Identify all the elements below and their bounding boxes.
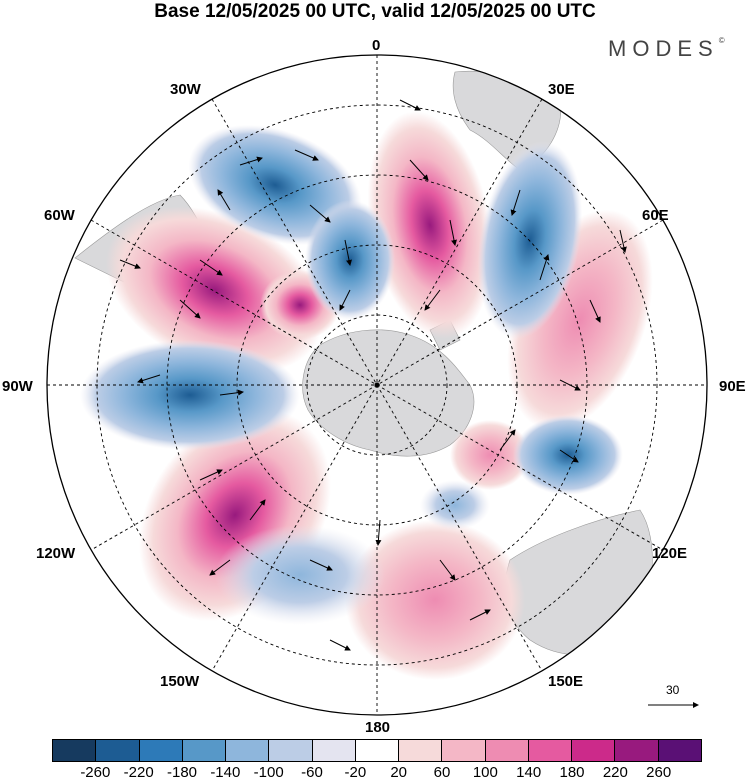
colorbar-segment — [355, 740, 400, 761]
anomaly-negative — [420, 480, 490, 530]
lon-label-30w: 30W — [170, 81, 201, 98]
wind-arrow — [199, 469, 223, 481]
anomaly-field — [80, 111, 653, 680]
colorbar-segment — [658, 740, 701, 761]
colorbar — [52, 739, 702, 762]
colorbar-segment — [615, 740, 659, 761]
wind-arrow — [439, 559, 456, 581]
map-border — [46, 54, 708, 716]
lon-label-0: 0 — [372, 37, 381, 54]
anomaly-negative — [80, 340, 300, 450]
wind-arrow — [409, 159, 429, 181]
wind-vectors — [119, 99, 627, 651]
lon-label-90e: 90E — [719, 378, 746, 395]
colorbar-tick-label: 60 — [433, 764, 451, 781]
colorbar-segment — [269, 740, 313, 761]
colorbar-tick-label: -60 — [301, 764, 323, 781]
wind-arrow — [399, 99, 421, 111]
anomaly-positive — [345, 520, 525, 680]
wind-arrow — [339, 289, 351, 311]
colorbar-segment — [528, 740, 573, 761]
wind-arrow — [217, 189, 231, 211]
colorbar-segment — [182, 740, 227, 761]
colorbar-tick-label: -260 — [80, 764, 111, 781]
wind-arrow — [209, 559, 231, 576]
colorbar-segment — [485, 740, 529, 761]
lon-label-60e: 60E — [642, 207, 669, 224]
brand-logo: MODES© — [608, 36, 725, 62]
wind-arrow — [510, 189, 521, 216]
wind-arrow — [309, 204, 331, 223]
colorbar-tick-label: 20 — [390, 764, 407, 781]
anomaly-negative — [305, 200, 395, 320]
wind-arrow — [249, 499, 266, 521]
wind-arrow — [309, 559, 333, 571]
map-title: Base 12/05/2025 00 UTC, valid 12/05/2025… — [154, 1, 596, 22]
lon-label-60w: 60W — [44, 207, 75, 224]
wind-arrow — [137, 374, 161, 384]
wind-arrow — [219, 389, 244, 396]
colorbar-tick-label: 220 — [602, 764, 628, 781]
wind-arrow — [589, 299, 601, 323]
colorbar-tick-label: -20 — [344, 764, 367, 781]
wind-arrow — [619, 229, 627, 253]
wind-arrow — [119, 259, 141, 269]
colorbar-segment — [226, 740, 270, 761]
lon-label-150w: 150W — [160, 673, 200, 690]
colorbar-ticks: -260 -220 -180 -140 -100 -60 -20 20 60 100 140 180 2… — [0, 764, 750, 782]
lon-label-90w: 90W — [2, 378, 33, 395]
lon-label-180: 180 — [365, 719, 391, 736]
colorbar-tick-label: -100 — [253, 764, 284, 781]
colorbar-segment — [53, 740, 97, 761]
colorbar-segment — [312, 740, 356, 761]
colorbar-segment — [442, 740, 486, 761]
vector-scale-label: 30 — [666, 683, 680, 697]
wind-arrow — [375, 519, 382, 546]
wind-arrow — [329, 639, 351, 651]
colorbar-tick-label: 100 — [472, 764, 498, 781]
anomaly-positive — [367, 111, 493, 339]
wind-arrow — [179, 299, 201, 319]
lon-label-150e: 150E — [548, 673, 584, 690]
anomaly-negative — [188, 124, 362, 246]
colorbar-segment — [399, 740, 443, 761]
colorbar-segment — [139, 740, 183, 761]
wind-arrow — [344, 239, 352, 266]
lon-label-120w: 120W — [36, 545, 76, 562]
colorbar-tick-label: -220 — [123, 764, 154, 781]
brand-mark: © — [718, 36, 725, 45]
colorbar-segment — [572, 740, 616, 761]
anomaly-positive — [106, 206, 324, 374]
south-pole-marker — [374, 382, 380, 388]
brand-name: MODES — [608, 36, 719, 61]
anomaly-negative — [215, 525, 385, 625]
wind-arrow — [199, 259, 223, 276]
colorbar-tick-label: 140 — [516, 764, 542, 781]
wind-arrow — [449, 219, 457, 246]
colorbar-tick-label: 260 — [646, 764, 672, 781]
wind-arrow — [539, 254, 550, 281]
wind-arrow — [559, 449, 579, 463]
colorbar-tick-label: -180 — [166, 764, 198, 781]
colorbar-segment — [96, 740, 140, 761]
wind-arrow — [424, 289, 441, 311]
wind-arrow — [294, 149, 319, 161]
wind-arrow — [239, 156, 263, 166]
colorbar-tick-label: 180 — [559, 764, 585, 781]
wind-arrow — [559, 379, 581, 391]
map-field — [47, 55, 707, 715]
lon-label-30e: 30E — [548, 81, 575, 98]
anomaly-negative — [477, 141, 583, 339]
colorbar-tick-label: -140 — [210, 764, 241, 781]
wind-arrow — [469, 609, 491, 621]
lon-label-120e: 120E — [652, 545, 688, 562]
wind-arrow — [499, 429, 516, 451]
antarctica-land — [302, 329, 475, 457]
